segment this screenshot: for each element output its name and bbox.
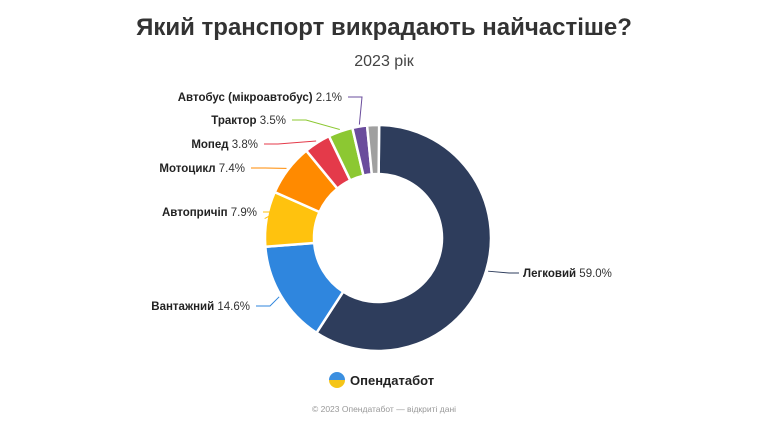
- brand-name: Опендатабот: [350, 372, 435, 388]
- slice-label-value: 3.8%: [232, 139, 258, 151]
- slice-label-name: Мопед: [191, 139, 231, 151]
- slice-7: [365, 123, 381, 176]
- slice-label-6: Автобус (мікроавтобус) 2.1%: [178, 92, 342, 104]
- slice-label-name: Автопричіп: [162, 207, 231, 219]
- slice-label-value: 7.4%: [219, 163, 245, 175]
- slice-label-value: 2.1%: [316, 92, 342, 104]
- opendatabot-logo-icon: [329, 372, 345, 388]
- leader-line-4: [264, 140, 317, 145]
- leader-line-2: [263, 211, 278, 219]
- slice-label-name: Вантажний: [151, 301, 217, 313]
- chart-subtitle: 2023 рік: [354, 53, 414, 70]
- slice-label-2: Автопричіп 7.9%: [162, 207, 257, 219]
- slice-label-name: Трактор: [211, 115, 260, 127]
- chart-title: Який транспорт викрадають найчастіше?: [136, 14, 632, 41]
- slice-label-3: Мотоцикл 7.4%: [159, 163, 245, 175]
- slice-0: [315, 123, 493, 353]
- slice-label-name: Мотоцикл: [159, 163, 218, 175]
- leader-line-1: [256, 296, 280, 307]
- slice-label-name: Автобус (мікроавтобус): [178, 92, 316, 104]
- slice-label-4: Мопед 3.8%: [191, 139, 258, 151]
- brand: Опендатабот: [329, 372, 434, 388]
- slice-label-1: Вантажний 14.6%: [151, 301, 250, 313]
- leader-line-0: [488, 270, 519, 274]
- slice-label-value: 3.5%: [260, 115, 286, 127]
- leader-line-6: [348, 96, 363, 125]
- leader-line-5: [292, 119, 340, 131]
- footer-copyright: © 2023 Опендатабот — відкриті дані: [311, 404, 457, 414]
- slice-label-value: 59.0%: [579, 268, 612, 280]
- slice-label-name: Легковий: [523, 268, 579, 280]
- slice-label-value: 7.9%: [231, 207, 257, 219]
- slice-label-0: Легковий 59.0%: [523, 268, 612, 280]
- slice-label-5: Трактор 3.5%: [211, 115, 286, 127]
- slice-label-value: 14.6%: [217, 301, 250, 313]
